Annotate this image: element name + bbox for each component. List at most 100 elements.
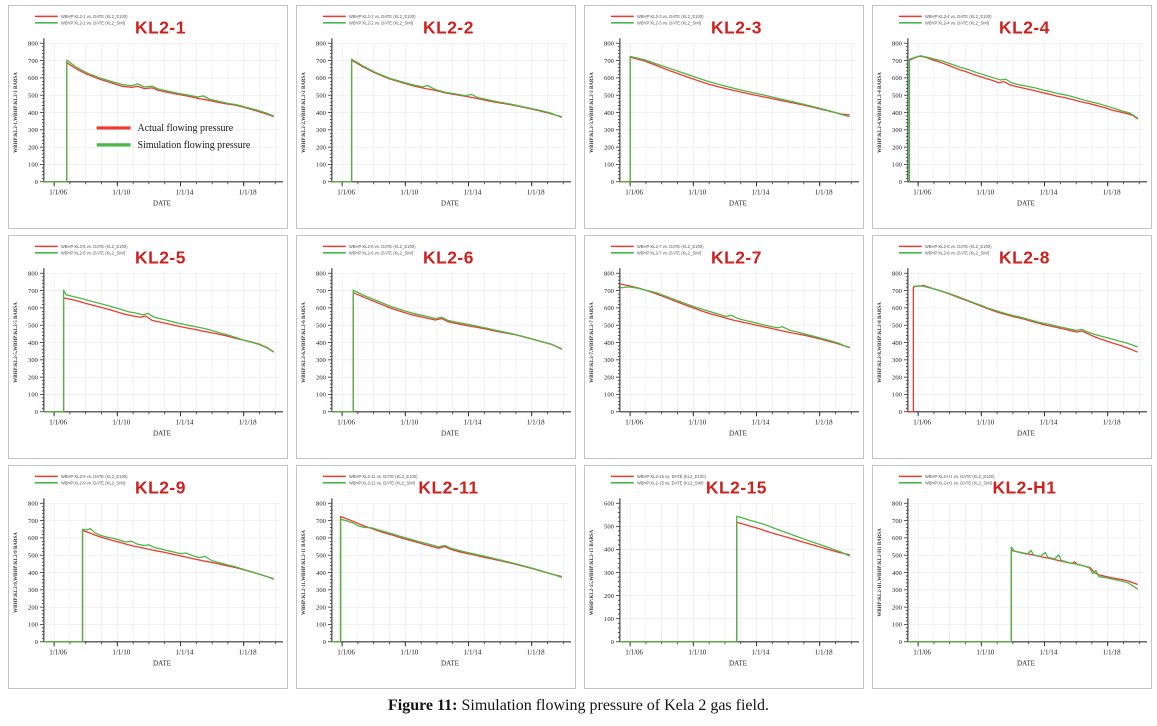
svg-text:300: 300 (892, 587, 903, 594)
gridlines (619, 502, 857, 642)
x-axis-title: DATE (729, 200, 747, 208)
svg-text:100: 100 (604, 392, 615, 399)
mini-legend-simulation-label: WBHP:KL2-15 vs. DATE (KL2_SIM) (637, 480, 704, 485)
svg-text:0: 0 (899, 639, 903, 646)
x-axis-title: DATE (441, 200, 459, 208)
svg-text:0: 0 (323, 179, 327, 186)
x-axis-ticks: 1/1/06 1/1/10 1/1/14 1/1/18 (625, 411, 852, 427)
mini-legend-actual-label: WBHP:KL2-2 vs. DATE (KL2_E100) (349, 14, 416, 19)
svg-text:300: 300 (28, 587, 39, 594)
svg-text:0: 0 (35, 409, 39, 416)
svg-text:800: 800 (316, 271, 327, 278)
chart-panel-KL2-6: 0 100 200 300 400 500 600 700 800 1/1/06 1/1/10 1/1… (296, 235, 576, 459)
svg-text:600: 600 (28, 305, 39, 312)
y-axis-title: WBHP:KL2-11,WBHP:KL2-11 BARSA (302, 530, 307, 615)
chart-title: KL2-6 (423, 247, 474, 267)
mini-legend: WBHP:KL2-1 vs. DATE (KL2_E100)WBHP:KL2-1… (34, 14, 128, 25)
mini-legend-simulation-label: WBHP:KL2-4 vs. DATE (KL2_SIM) (925, 20, 990, 25)
figure-caption-label: Figure 11: (388, 697, 458, 714)
svg-text:0: 0 (611, 639, 615, 646)
svg-text:0: 0 (899, 179, 903, 186)
svg-text:1/1/18: 1/1/18 (1103, 419, 1121, 427)
svg-text:1/1/14: 1/1/14 (1040, 419, 1058, 427)
x-axis-title: DATE (153, 430, 171, 438)
chart-panel-KL2-2: 0 100 200 300 400 500 600 700 800 1/1/06 1/1/10 1/1… (296, 5, 576, 229)
svg-text:700: 700 (604, 288, 615, 295)
svg-text:400: 400 (892, 110, 903, 117)
svg-text:700: 700 (316, 58, 327, 65)
svg-text:500: 500 (892, 552, 903, 559)
mini-legend: WBHP:KL2-2 vs. DATE (KL2_E100)WBHP:KL2-2… (322, 14, 416, 25)
svg-text:1/1/18: 1/1/18 (527, 419, 545, 427)
svg-text:600: 600 (892, 305, 903, 312)
svg-text:1/1/14: 1/1/14 (464, 189, 482, 197)
chart-panel-KL2-15: 0 100 200 300 400 500 600 1/1/06 1/1/10 1/1/14 1/1… (584, 465, 864, 689)
svg-text:400: 400 (892, 570, 903, 577)
svg-text:500: 500 (316, 92, 327, 99)
svg-text:700: 700 (316, 518, 327, 525)
mini-legend-simulation-label: WBHP:KL2-7 vs. DATE (KL2_SIM) (637, 250, 702, 255)
chart-panel-KL2-7: 0 100 200 300 400 500 600 700 800 1/1/06 1/1/10 1/1… (584, 235, 864, 459)
mini-legend: WBHP:KL2-9 vs. DATE (KL2_E100)WBHP:KL2-9… (34, 474, 128, 485)
mini-legend: WBHP:KL2-7 vs. DATE (KL2_E100)WBHP:KL2-7… (610, 244, 704, 255)
series-actual-KL2-6 (331, 292, 563, 413)
y-axis-ticks: 0 100 200 300 400 500 600 700 800 (892, 501, 908, 646)
svg-text:100: 100 (316, 622, 327, 629)
series-actual-KL2-8 (907, 284, 1139, 413)
svg-text:600: 600 (316, 75, 327, 82)
svg-text:1/1/06: 1/1/06 (913, 189, 931, 197)
mini-legend: WBHP:KL2-8 vs. DATE (KL2_E100)WBHP:KL2-8… (898, 244, 992, 255)
charts-grid: 0 100 200 300 400 500 600 700 800 1/1/06 1/1/10 1/1… (8, 5, 1152, 689)
mini-legend-simulation-label: WBHP:KL2-5 vs. DATE (KL2_SIM) (61, 250, 126, 255)
svg-text:1/1/10: 1/1/10 (688, 419, 706, 427)
mini-legend-simulation-label: WBHP:KL2-6 vs. DATE (KL2_SIM) (349, 250, 414, 255)
chart-title: KL2-H1 (992, 477, 1056, 497)
svg-text:200: 200 (604, 374, 615, 381)
y-axis-ticks: 0 100 200 300 400 500 600 700 800 (28, 271, 44, 416)
svg-text:600: 600 (28, 75, 39, 82)
svg-text:100: 100 (892, 622, 903, 629)
series-simulation-KL2-5 (43, 289, 275, 413)
x-axis-ticks: 1/1/06 1/1/10 1/1/14 1/1/18 (337, 181, 564, 197)
svg-text:1/1/14: 1/1/14 (176, 419, 194, 427)
x-axis-title: DATE (153, 660, 171, 668)
mini-legend: WBHP:KL2-H1 vs. DATE (KL2_E100)WBHP:KL2-… (898, 474, 995, 485)
x-axis-ticks: 1/1/06 1/1/10 1/1/14 1/1/18 (49, 411, 276, 427)
svg-text:500: 500 (892, 322, 903, 329)
svg-text:300: 300 (604, 357, 615, 364)
mini-legend-actual-label: WBHP:KL2-11 vs. DATE (KL2_E100) (349, 474, 418, 479)
svg-text:1/1/06: 1/1/06 (49, 419, 67, 427)
mini-legend: WBHP:KL2-4 vs. DATE (KL2_E100)WBHP:KL2-4… (898, 14, 992, 25)
svg-text:1/1/18: 1/1/18 (527, 189, 545, 197)
svg-text:800: 800 (604, 41, 615, 48)
mini-legend-actual-label: WBHP:KL2-3 vs. DATE (KL2_E100) (637, 14, 704, 19)
svg-text:200: 200 (28, 374, 39, 381)
svg-text:1/1/06: 1/1/06 (625, 649, 643, 657)
gridlines (907, 502, 1145, 642)
series-actual-KL2-3 (619, 56, 850, 183)
svg-text:100: 100 (28, 392, 39, 399)
svg-text:1/1/10: 1/1/10 (400, 189, 418, 197)
mini-legend: WBHP:KL2-3 vs. DATE (KL2_E100)WBHP:KL2-3… (610, 14, 704, 25)
svg-text:100: 100 (28, 162, 39, 169)
svg-text:100: 100 (892, 162, 903, 169)
svg-text:1/1/06: 1/1/06 (625, 189, 643, 197)
y-axis-title: WBHP:KL2-15,WBHP:KL2-15 BARSA (590, 529, 595, 615)
svg-text:800: 800 (316, 41, 327, 48)
svg-text:1/1/10: 1/1/10 (400, 419, 418, 427)
svg-text:800: 800 (892, 501, 903, 508)
gridlines (907, 272, 1145, 412)
mini-legend: WBHP:KL2-15 vs. DATE (KL2_E100)WBHP:KL2-… (610, 474, 706, 485)
mini-legend-simulation-label: WBHP:KL2-H1 vs. DATE (KL2_SIM) (925, 480, 993, 485)
axes (907, 268, 1148, 413)
mini-legend-actual-label: WBHP:KL2-5 vs. DATE (KL2_E100) (61, 244, 128, 249)
svg-text:1/1/10: 1/1/10 (112, 649, 130, 657)
y-axis-title: WBHP:KL2-2,WBHP:KL2-2 BARSA (302, 72, 307, 153)
chart-panel-KL2-H1: 0 100 200 300 400 500 600 700 800 1/1/06 1/1/10 1/1… (872, 465, 1152, 689)
y-axis-ticks: 0 100 200 300 400 500 600 700 800 (892, 41, 908, 186)
